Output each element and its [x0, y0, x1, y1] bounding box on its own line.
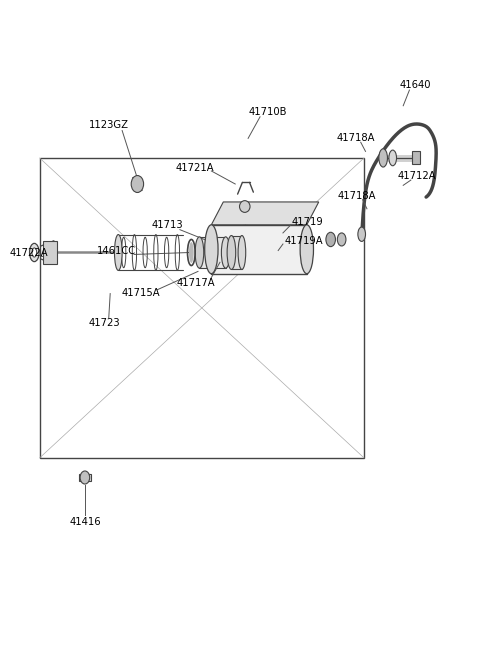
Bar [199, 237, 226, 268]
Circle shape [80, 471, 90, 484]
Text: 41719: 41719 [291, 217, 323, 227]
Text: 41717A: 41717A [176, 278, 215, 288]
Ellipse shape [189, 242, 194, 263]
Ellipse shape [30, 244, 39, 261]
Ellipse shape [240, 200, 250, 212]
Text: 41718A: 41718A [337, 191, 376, 200]
Text: 41712A: 41712A [397, 171, 436, 181]
Ellipse shape [227, 236, 236, 269]
Text: 41719A: 41719A [284, 236, 323, 246]
Text: 1461CC: 1461CC [97, 246, 136, 256]
Bar [39, 158, 364, 458]
Ellipse shape [337, 233, 346, 246]
Ellipse shape [379, 149, 387, 167]
Ellipse shape [358, 227, 365, 242]
Text: 41710B: 41710B [249, 107, 287, 117]
Circle shape [131, 176, 144, 193]
Ellipse shape [221, 237, 230, 268]
Bar [43, 241, 57, 264]
Ellipse shape [195, 237, 204, 268]
Text: 1123GZ: 1123GZ [89, 121, 129, 130]
Text: 41640: 41640 [399, 80, 431, 90]
Text: 41722A: 41722A [10, 248, 48, 258]
Bar [79, 474, 91, 481]
Text: 41721A: 41721A [175, 162, 214, 173]
Ellipse shape [238, 236, 246, 269]
Bar [231, 236, 242, 269]
Ellipse shape [32, 248, 36, 257]
Ellipse shape [326, 233, 336, 247]
FancyBboxPatch shape [211, 225, 307, 274]
Text: 41723: 41723 [88, 318, 120, 328]
Text: 41718A: 41718A [336, 134, 375, 143]
Ellipse shape [204, 225, 218, 274]
Polygon shape [211, 202, 319, 225]
Ellipse shape [389, 150, 396, 166]
Ellipse shape [300, 225, 313, 274]
Text: 41713: 41713 [152, 220, 183, 230]
Ellipse shape [115, 234, 122, 271]
Text: 41416: 41416 [70, 517, 101, 527]
Text: 41715A: 41715A [122, 288, 160, 298]
Bar [412, 151, 420, 164]
